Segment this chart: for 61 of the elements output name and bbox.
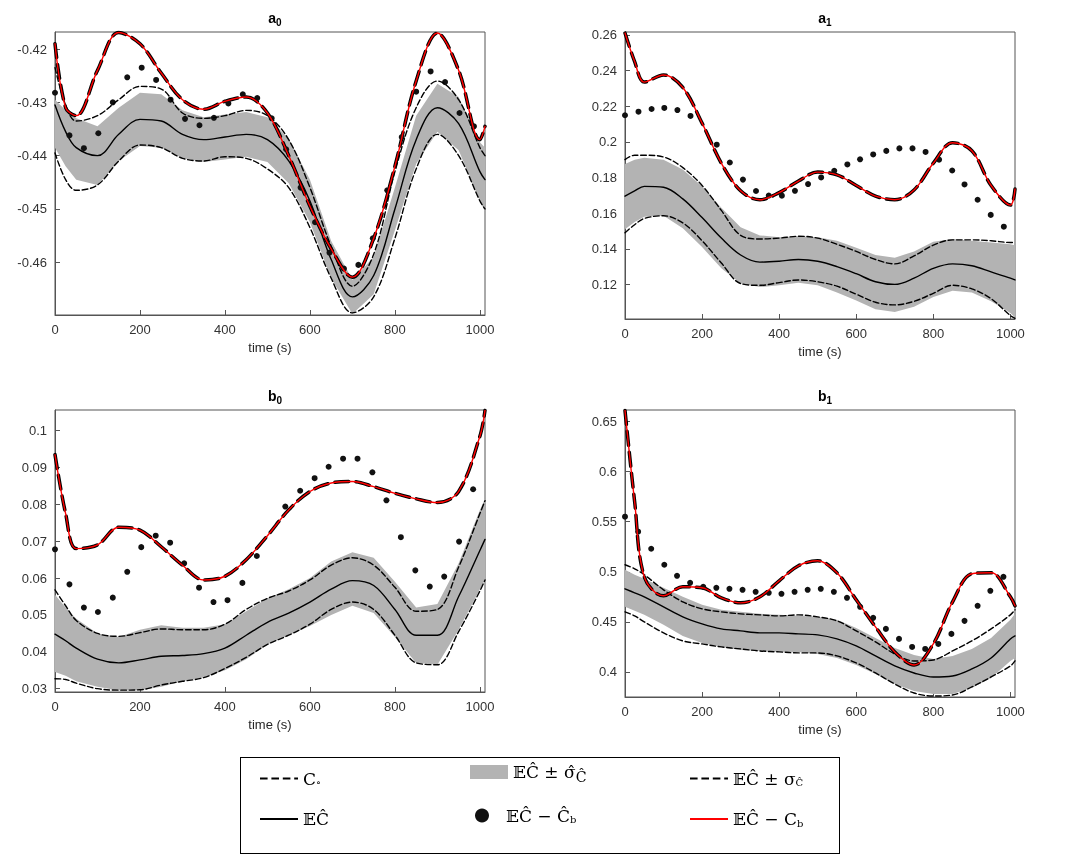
x-tick-label: 200 [129,699,151,714]
legend-label: C∘ [303,768,321,789]
x-tick-label: 200 [129,322,151,337]
y-tick-label: 0.03 [21,681,47,697]
text: 𝔼Ĉ ± σ̂$_{Ĉ}$ [513,762,587,787]
y-tick-label: 0.22 [591,98,617,114]
x-tick-label: 0 [51,699,59,714]
x-tick-label: 0 [621,326,629,341]
y-tick-label: 0.45 [591,614,617,630]
x-tick-label: 600 [845,326,868,341]
y-tick-label: 0.09 [21,460,47,476]
y-tick-label: -0.43 [17,94,47,110]
x-tick-label: 800 [384,322,406,337]
x-tick-label: 1000 [465,322,495,337]
x-tick-label: 600 [845,704,868,719]
x-tick-label: 0 [621,704,629,719]
y-tick-label: 0.55 [591,514,617,530]
x-tick-label: 600 [299,699,321,714]
y-tick-label: 0.26 [591,27,617,43]
x-tick-label: 800 [922,326,945,341]
x-axis-title: time (s) [248,339,292,355]
y-tick-label: 0.07 [21,533,47,549]
y-tick-label: 0.12 [591,276,617,292]
x-tick-label: 600 [299,322,321,337]
x-tick-label: 1000 [995,704,1025,719]
y-tick-label: 0.14 [591,241,617,257]
y-tick-label: 0.04 [21,644,47,660]
x-tick-label: 400 [768,326,790,341]
legend-label: 𝔼Ĉ − Cb [733,809,804,829]
y-tick-label: -0.45 [17,201,47,217]
y-tick-label: -0.42 [17,41,47,57]
y-tick-label: 0.5 [598,564,617,580]
legend-label: 𝔼Ĉ − Ĉb [506,805,577,826]
y-tick-label: 0.24 [591,63,617,78]
x-axis-title: time (s) [248,716,292,732]
y-tick-label: 0.1 [28,423,47,439]
y-tick-label: 0.4 [598,664,617,680]
x-tick-label: 200 [691,704,713,719]
x-tick-label: 800 [384,699,406,714]
y-tick-label: 0.2 [598,134,617,150]
y-tick-label: 0.05 [21,607,47,623]
x-tick-label: 200 [691,326,713,341]
y-tick-label: 0.65 [591,414,617,430]
legend-label: 𝔼Ĉ [303,809,329,829]
x-tick-label: 400 [768,704,790,719]
y-tick-label: -0.44 [17,148,47,164]
x-axis-title: time (s) [798,721,842,737]
y-tick-label: 0.08 [21,496,47,512]
x-tick-label: 1000 [465,699,495,714]
legend-label: 𝔼Ĉ ± σĈ [733,768,804,789]
x-axis-title: time (s) [798,343,842,359]
y-tick-label: 0.6 [598,464,617,480]
y-tick-label: -0.46 [17,254,47,270]
x-tick-label: 400 [214,322,236,337]
x-tick-label: 400 [214,699,236,714]
x-tick-label: 800 [922,704,945,719]
y-tick-label: 0.06 [21,570,47,586]
y-tick-label: 0.16 [591,205,617,221]
x-tick-label: 1000 [995,326,1025,341]
x-tick-label: 0 [51,322,59,337]
y-tick-label: 0.18 [591,169,617,185]
